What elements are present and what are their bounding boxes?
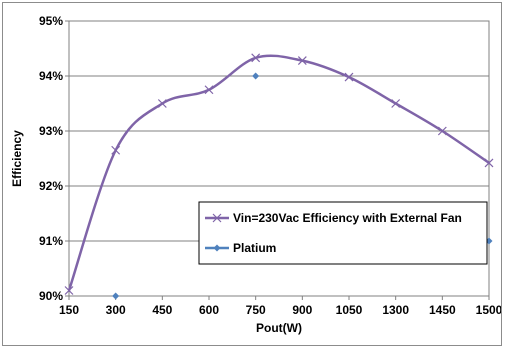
legend: Vin=230Vac Efficiency with External Fan P… [198, 201, 488, 265]
y-tick-label: 90% [39, 289, 63, 303]
legend-label: Platium [233, 241, 276, 255]
x-tick-label: 1450 [429, 303, 456, 317]
series-layer [64, 53, 494, 300]
y-axis-label: Efficiency [10, 130, 24, 187]
chart-frame: 90% 91% 92% 93% 94% 95% 150 300 450 600 750 900 105… [2, 2, 503, 346]
legend-item: Vin=230Vac Efficiency with External Fan [205, 211, 462, 225]
legend-swatch-marker [212, 213, 222, 223]
efficiency-chart: 90% 91% 92% 93% 94% 95% 150 300 450 600 750 900 105… [10, 14, 503, 335]
data-point [64, 286, 74, 295]
y-tick-label: 94% [39, 69, 63, 83]
x-tick-label: 150 [59, 303, 79, 317]
x-axis-label: Pout(W) [256, 321, 302, 335]
data-point [112, 292, 120, 300]
y-axis-ticks: 90% 91% 92% 93% 94% 95% [39, 14, 69, 303]
data-point [297, 56, 307, 66]
x-tick-label: 750 [246, 303, 266, 317]
x-tick-label: 1050 [336, 303, 363, 317]
legend-label: Vin=230Vac Efficiency with External Fan [233, 211, 462, 225]
plot-area [68, 20, 490, 297]
data-point [344, 72, 354, 82]
data-point [204, 85, 214, 95]
legend-swatch-marker [213, 244, 221, 252]
data-point [157, 99, 167, 108]
legend-item: Platium [205, 241, 276, 255]
x-tick-label: 300 [106, 303, 126, 317]
x-axis-ticks: 150 300 450 600 750 900 1050 1300 1450 1500 [59, 296, 503, 317]
data-point [251, 53, 261, 63]
y-tick-label: 91% [39, 234, 63, 248]
data-point [252, 72, 260, 80]
x-tick-label: 1500 [476, 303, 501, 317]
y-tick-label: 92% [39, 179, 63, 193]
data-point [111, 145, 121, 155]
y-tick-label: 93% [39, 124, 63, 138]
x-tick-label: 600 [199, 303, 219, 317]
x-tick-label: 900 [292, 303, 312, 317]
legend-box [198, 201, 488, 265]
data-point [391, 99, 401, 108]
x-tick-label: 450 [152, 303, 172, 317]
legend-items: Vin=230Vac Efficiency with External Fan P… [205, 211, 462, 255]
series-1 [64, 53, 494, 295]
data-point [484, 158, 494, 168]
data-point [437, 126, 447, 136]
x-tick-label: 1300 [382, 303, 409, 317]
y-tick-label: 95% [39, 14, 63, 28]
